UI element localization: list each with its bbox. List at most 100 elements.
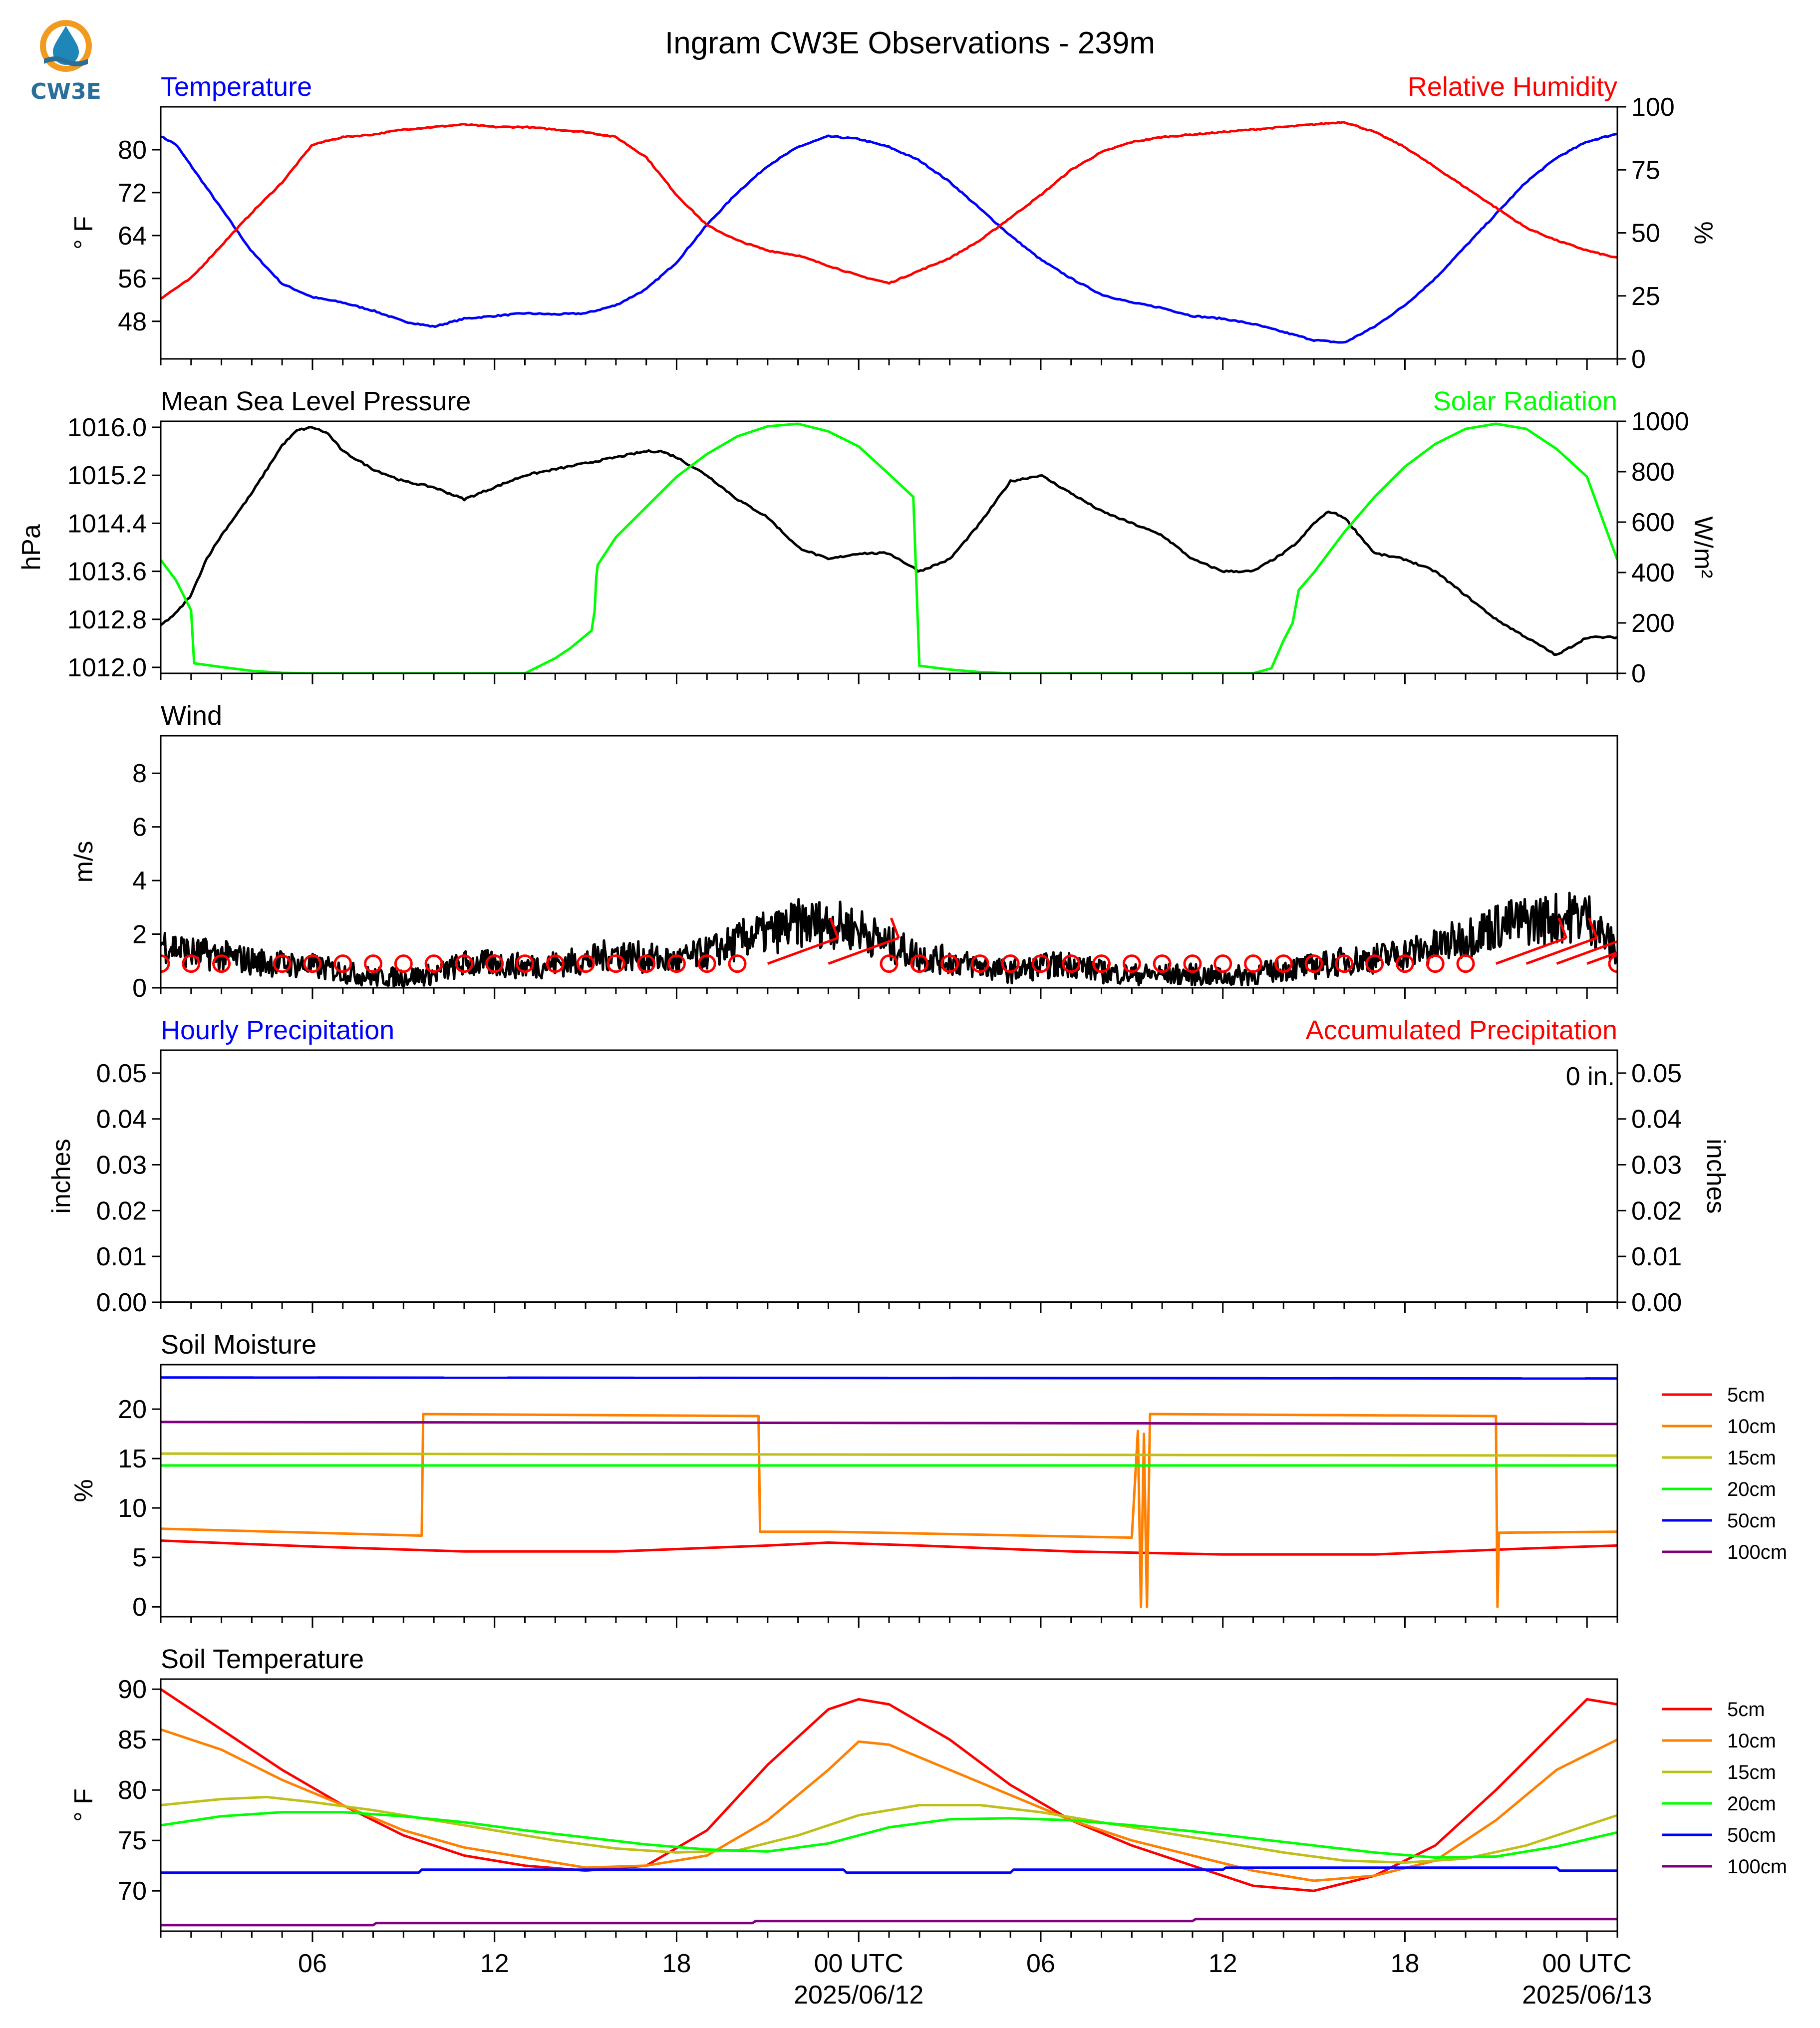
calm-wind-marker [394, 954, 413, 973]
y-right-axis-label: % [1689, 221, 1718, 244]
y-right-tick-label: 0.05 [1631, 1059, 1682, 1088]
y-left-tick-label: 1013.6 [67, 558, 147, 586]
y-left-tick-label: 15 [118, 1445, 147, 1473]
plot-area [161, 1376, 1617, 1608]
y-right-tick-label: 75 [1631, 156, 1660, 185]
y-left-tick-label: 48 [118, 307, 147, 336]
series-line-100cm [161, 1918, 1617, 1927]
x-tick-label: 06 [298, 1949, 327, 1978]
y-left-tick-label: 1014.4 [67, 509, 147, 538]
series-line-100cm [161, 1421, 1617, 1426]
x-tick-label: 00 UTC [814, 1949, 904, 1978]
y-left-tick-label: 0.00 [96, 1288, 147, 1317]
calm-wind-marker [697, 954, 716, 973]
legend-label-10cm: 10cm [1727, 1730, 1776, 1752]
x-date-label: 2025/06/12 [794, 1981, 923, 2010]
y-right-tick-label: 100 [1631, 93, 1675, 122]
y-right-tick-label: 0.04 [1631, 1105, 1682, 1134]
series-line-50cm [161, 1376, 1617, 1380]
panel-title-left: Mean Sea Level Pressure [161, 386, 471, 416]
panel-title-right: Relative Humidity [1408, 72, 1617, 102]
y-left-tick-label: 0.02 [96, 1196, 147, 1225]
legend-label-5cm: 5cm [1727, 1384, 1765, 1406]
calm-wind-marker [728, 954, 747, 973]
calm-wind-marker [970, 954, 989, 973]
plot-area [161, 1688, 1617, 1927]
calm-wind-marker [182, 954, 201, 973]
calm-wind-marker [1153, 954, 1172, 973]
panels: Temperature Relative Humidity485664728002… [17, 72, 1787, 2010]
legend: 5cm 10cm 15cm 20cm 50cm 100cm [1662, 1699, 1787, 1878]
y-left-tick-label: 64 [118, 222, 147, 251]
legend: 5cm 10cm 15cm 20cm 50cm 100cm [1662, 1384, 1787, 1563]
calm-wind-marker [1365, 954, 1384, 973]
y-left-tick-label: 4 [132, 867, 147, 895]
calm-wind-marker [910, 954, 929, 973]
legend-label-15cm: 15cm [1727, 1447, 1776, 1469]
wind-barb-staff [1556, 940, 1617, 965]
series-line-15cm [161, 1452, 1617, 1457]
plot-area [161, 121, 1617, 344]
panel-title-left: Soil Temperature [161, 1644, 364, 1674]
y-left-tick-label: 56 [118, 265, 147, 293]
figure-title: Ingram CW3E Observations - 239m [665, 26, 1155, 60]
calm-wind-marker [576, 954, 595, 973]
x-tick-label: 12 [1209, 1949, 1237, 1978]
y-left-tick-label: 0 [132, 1593, 147, 1622]
calm-wind-marker [1426, 954, 1445, 973]
y-right-tick-label: 0.01 [1631, 1242, 1682, 1271]
y-left-tick-label: 10 [118, 1494, 147, 1523]
y-right-axis-label: W/m² [1689, 516, 1718, 578]
y-left-tick-label: 85 [118, 1726, 147, 1754]
calm-wind-marker [1304, 954, 1323, 973]
panel-frame [160, 1678, 1618, 1932]
wind-barb-flag [890, 917, 900, 939]
y-right-tick-label: 200 [1631, 609, 1675, 638]
y-right-tick-label: 600 [1631, 508, 1675, 537]
calm-wind-marker [880, 954, 899, 973]
y-right-tick-label: 0 [1631, 659, 1646, 688]
calm-wind-marker [1092, 954, 1111, 973]
y-left-tick-label: 0.05 [96, 1059, 147, 1088]
y-left-tick-label: 1012.0 [67, 653, 147, 682]
plot-area [161, 422, 1617, 673]
x-date-label: 2025/06/13 [1522, 1981, 1652, 2010]
y-left-axis-label: hPa [17, 524, 46, 571]
calm-wind-marker [161, 954, 170, 973]
calm-wind-marker [1062, 954, 1081, 973]
calm-wind-marker [546, 954, 565, 973]
legend-label-20cm: 20cm [1727, 1793, 1776, 1815]
wave-icon [44, 56, 88, 66]
calm-wind-marker [1395, 954, 1414, 973]
panel-frame [160, 1364, 1618, 1618]
calm-wind-marker [455, 954, 474, 973]
panel-hourly-precipitation: Hourly Precipitation Accumulated Precipit… [47, 1015, 1730, 1317]
legend-label-15cm: 15cm [1727, 1761, 1776, 1783]
series-line-mean-sea-level-pressure [161, 426, 1617, 656]
calm-wind-marker [424, 954, 443, 973]
series-line-solar-radiation [161, 422, 1617, 673]
legend-label-100cm: 100cm [1727, 1541, 1787, 1563]
y-left-axis-label: ° F [69, 216, 98, 250]
calm-wind-marker [1608, 954, 1617, 973]
calm-wind-marker [212, 954, 231, 973]
series-line-50cm [161, 1866, 1617, 1874]
panel-mean-sea-level-pressure: Mean Sea Level Pressure Solar Radiation 10… [17, 386, 1718, 688]
wind-barb-staff [1495, 936, 1567, 965]
y-right-tick-label: 50 [1631, 219, 1660, 248]
calm-wind-marker [1244, 954, 1262, 973]
y-left-tick-label: 70 [118, 1877, 147, 1906]
calm-wind-marker [333, 954, 352, 973]
y-right-tick-label: 400 [1631, 559, 1675, 587]
panel-title-right: Solar Radiation [1433, 386, 1617, 416]
wind-barb-staff [767, 936, 839, 965]
legend-label-50cm: 50cm [1727, 1824, 1776, 1846]
y-right-tick-label: 0.02 [1631, 1196, 1682, 1225]
y-left-tick-label: 6 [132, 813, 147, 842]
y-left-axis-label: ° F [69, 1788, 98, 1822]
y-left-tick-label: 0.04 [96, 1105, 147, 1134]
water-drop-icon [53, 26, 79, 65]
y-left-tick-label: 0 [132, 974, 147, 1003]
cw3e-logo: CW3E [30, 20, 101, 104]
y-right-tick-label: 800 [1631, 458, 1675, 487]
